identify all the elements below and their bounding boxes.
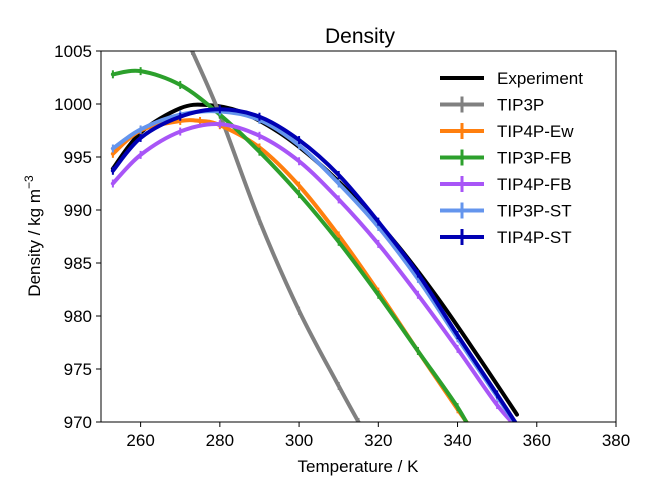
y-axis-title: Density / kg m−3 — [22, 175, 44, 297]
legend-label: TIP3P-ST — [497, 202, 572, 221]
legend-label: Experiment — [497, 69, 583, 88]
series-line — [110, 122, 515, 422]
legend: Experiment TIP3P TIP4P-Ew TIP3P-FB TIP4P-FB T… — [440, 69, 583, 247]
plot-frame — [100, 50, 617, 423]
y-tick-label: 990 — [64, 201, 92, 220]
y-tick-label: 1005 — [54, 42, 92, 61]
y-tick-label: 980 — [64, 307, 92, 326]
y-tick-label: 995 — [64, 148, 92, 167]
legend-label: TIP3P-FB — [497, 149, 572, 168]
series-tip4p-st — [110, 105, 518, 422]
legend-label: TIP3P — [497, 96, 544, 115]
y-tick-label: 1000 — [54, 95, 92, 114]
chart-title: Density — [325, 25, 396, 48]
y-tick-label: 970 — [64, 413, 92, 432]
y-tick-label: 985 — [64, 254, 92, 273]
x-axis-title: Temperature / K — [298, 457, 420, 476]
legend-label: TIP4P-Ew — [497, 122, 574, 141]
series-layer — [110, 51, 519, 422]
x-tick-label: 360 — [523, 431, 551, 450]
series-tip4p-fb — [110, 120, 515, 422]
x-tick-label: 260 — [126, 431, 154, 450]
x-axis: 260 280 300 320 340 360 380 — [126, 422, 630, 450]
x-tick-label: 340 — [443, 431, 471, 450]
legend-label: TIP4P-FB — [497, 175, 572, 194]
x-tick-label: 300 — [285, 431, 313, 450]
x-tick-label: 380 — [602, 431, 630, 450]
series-line — [110, 68, 469, 422]
y-axis: 970 975 980 985 990 995 1000 1005 — [54, 42, 101, 432]
x-tick-label: 320 — [364, 431, 392, 450]
legend-label: TIP4P-ST — [497, 228, 572, 247]
y-axis-title-text: Density / kg m — [25, 189, 44, 297]
x-tick-label: 280 — [206, 431, 234, 450]
y-axis-title-exponent: −3 — [22, 175, 36, 189]
y-tick-label: 975 — [64, 360, 92, 379]
